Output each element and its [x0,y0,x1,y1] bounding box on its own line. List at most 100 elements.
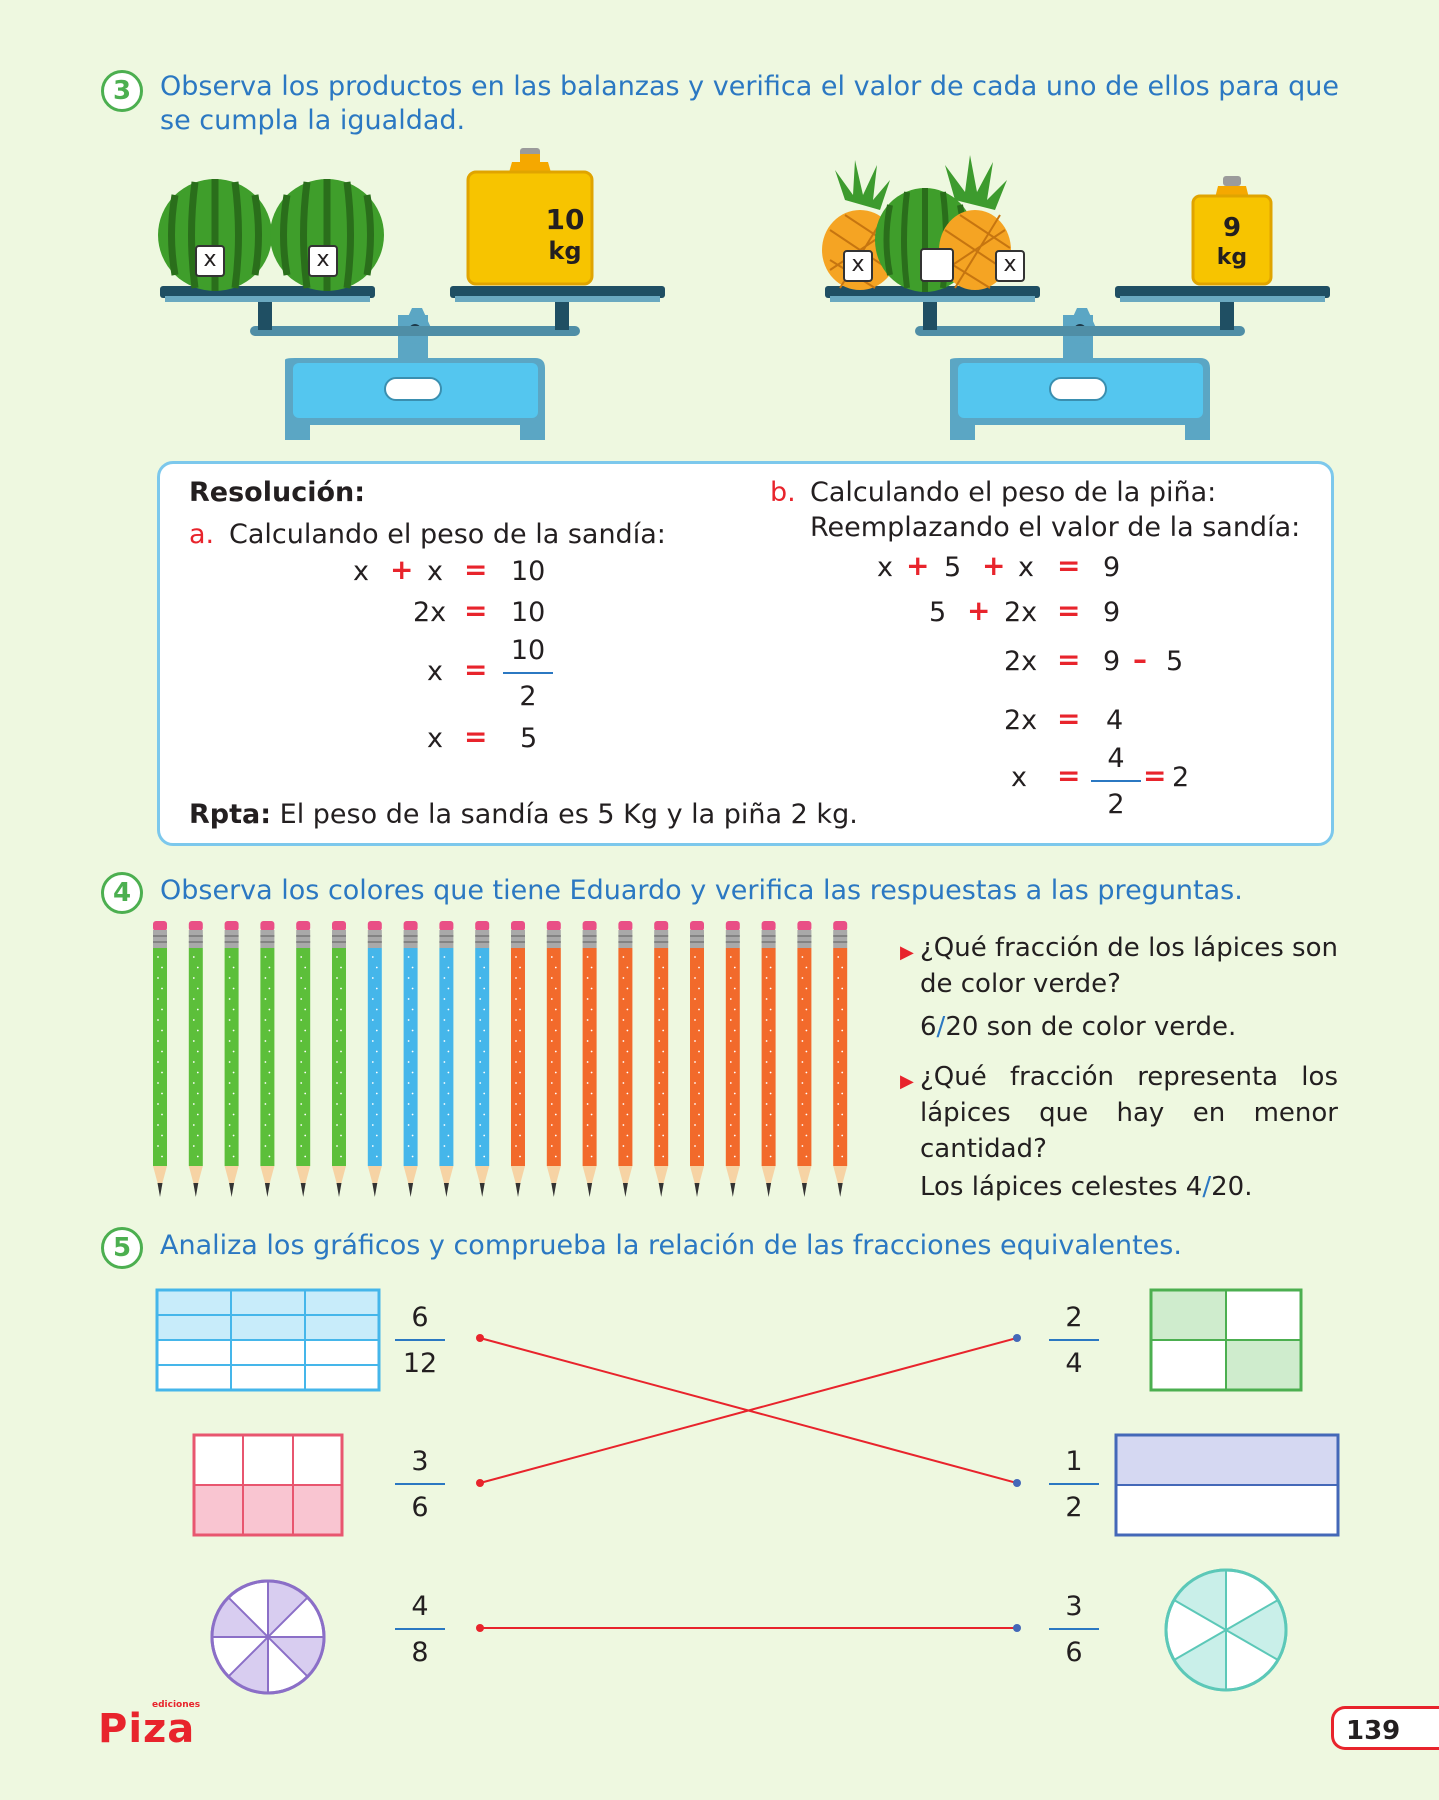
eq-b4-result: 4 [1106,705,1124,736]
eq-b3-term: 9 [1103,646,1121,677]
fraction-denominator: 2 [519,681,537,712]
pencil-icon [761,921,776,1197]
eq-a3-fraction: 10 2 [503,636,553,712]
fraction-denominator: 4 [1065,1348,1083,1379]
part-a-letter: a. [189,519,215,550]
eq-b3-equals: = [1057,643,1081,676]
fraction-numerator: 6 [411,1302,429,1333]
eq-b3-term: 2x [1004,646,1038,677]
eq-a4-result: 5 [520,723,538,754]
answer-2-text: Los lápices celestes 4 [920,1172,1203,1202]
pencil-icon [511,921,525,1197]
part-b-text: Calculando el peso de la piña: [810,477,1217,508]
bar-1-of-2 [1114,1433,1340,1537]
bullet-arrow-icon: ▶ [900,1071,914,1092]
exercise-4-number: 4 [101,872,143,914]
watermelon-variable-tag: x [195,245,225,277]
left-dot [476,1334,484,1342]
grid-6-of-12 [155,1288,381,1392]
pencil-icon [475,921,490,1197]
eq-b3-minus: – [1133,643,1147,676]
eq-a1-equals: = [464,553,488,586]
right-dot [1013,1334,1021,1342]
scale-1-illustration [158,148,665,440]
eq-a1-term: x [353,556,369,587]
eq-b1-result: 9 [1103,552,1121,583]
question-2: ¿Qué fracción representa los lápices que… [920,1062,1338,1164]
fraction-numerator: 4 [1107,743,1125,774]
weight-unit: kg [548,237,582,265]
scale-2-illustration [822,155,1330,440]
fraction-denominator: 6 [1065,1637,1083,1668]
pencil-icon [153,921,167,1197]
eq-b2-result: 9 [1103,597,1121,628]
pencil-icon [546,921,561,1197]
circle-3-of-6 [1164,1568,1288,1692]
publisher-logo: ediciones Piza [98,1700,200,1752]
pencil-icon [367,921,382,1197]
grid-3-of-6 [192,1433,344,1537]
right-dot [1013,1479,1021,1487]
eq-a4-term: x [427,723,443,754]
pencil-icon [296,921,311,1197]
eq-b3-term: 5 [1166,646,1184,677]
pencil-icon [582,921,597,1197]
eq-b1-term: x [1018,552,1034,583]
eq-b5-equals: = [1143,759,1167,792]
pencil-icon [618,921,633,1197]
pencil-icon [690,921,704,1197]
resolution-title: Resolución: [189,477,366,508]
answer-2: Los lápices celestes 4/20. [920,1169,1338,1205]
part-a-text: Calculando el peso de la sandía: [229,519,666,550]
pencil-icon [224,921,239,1197]
pencil-icon [439,921,454,1197]
fraction-numerator: 4 [411,1591,429,1622]
eq-a4-equals: = [464,720,488,753]
fraction-denominator: 8 [411,1637,429,1668]
eq-a2-result: 10 [511,597,546,628]
exercise-4-instruction: Observa los colores que tiene Eduardo y … [160,875,1243,906]
fraction-slash: / [936,1012,946,1042]
eq-b2-term: 5 [929,597,947,628]
watermelon-blank-tag [920,248,954,282]
watermelon-icon [158,179,272,291]
fraction-slash: / [1202,1172,1212,1202]
fraction-numerator: 1 [1065,1446,1083,1477]
answer-line: Rpta: El peso de la sandía es 5 Kg y la … [189,799,858,831]
eq-b1-term: 5 [944,552,962,583]
eq-b1-plus: + [906,549,930,582]
fraction-denominator: 2 [1107,789,1125,820]
weight-value: 10 [545,203,585,236]
exercise-3-number: 3 [101,70,143,112]
exercise-3-instruction: Observa los productos en las balanzas y … [160,71,1340,136]
fraction-numerator: 3 [411,1446,429,1477]
eq-b2-plus: + [967,594,991,627]
eq-a2-term: 2x [413,597,447,628]
fraction-numerator: 3 [1065,1591,1083,1622]
pencils-illustration [153,921,848,1197]
eq-a1-result: 10 [511,556,546,587]
answer-label: Rpta: [189,799,272,830]
pencil-icon [833,921,848,1197]
pencil-icon [332,921,346,1197]
pineapple-variable-tag: x [843,250,873,282]
weight-icon [1191,176,1273,286]
fractions-diagram [155,1288,1340,1695]
fraction-numerator: 2 [1065,1302,1083,1333]
pineapple-icon [939,155,1011,290]
pencil-icon [403,921,418,1197]
weight-icon [466,148,594,286]
eq-b5-result: 2 [1172,762,1190,793]
pencil-icon [260,921,275,1197]
page-number: 139 [1331,1706,1439,1750]
pencil-icon [797,921,812,1197]
match-line [479,1337,1018,1484]
fraction-denominator: 6 [411,1492,429,1523]
circle-4-of-8 [210,1579,326,1695]
exercise-5-number: 5 [101,1227,143,1269]
eq-b2-equals: = [1057,594,1081,627]
